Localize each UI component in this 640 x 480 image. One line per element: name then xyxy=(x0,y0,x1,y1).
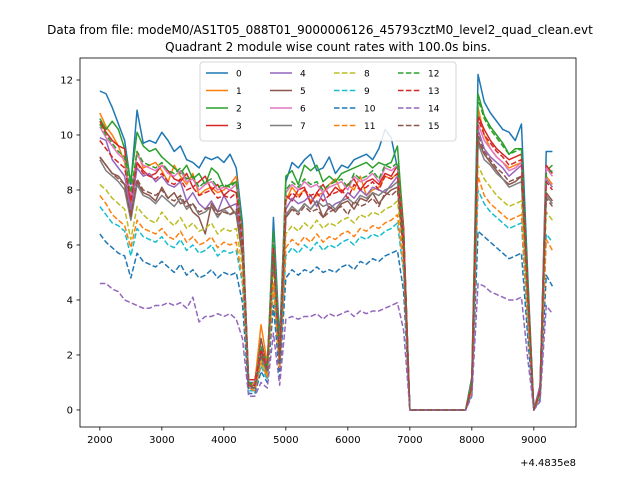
x-tick-label: 7000 xyxy=(397,435,422,446)
x-tick-label: 4000 xyxy=(211,435,236,446)
series-line-13 xyxy=(99,117,554,411)
legend-label-9: 9 xyxy=(364,87,370,97)
legend-label-4: 4 xyxy=(300,70,306,80)
y-tick-label: 10 xyxy=(60,130,73,141)
y-axis: 0 2 4 6 8 10 12 xyxy=(60,75,80,416)
y-tick-label: 6 xyxy=(67,240,73,251)
series-line-11 xyxy=(99,175,554,411)
legend-label-14: 14 xyxy=(428,105,440,115)
chart-title: Quadrant 2 module wise count rates with … xyxy=(165,40,491,54)
legend-label-5: 5 xyxy=(300,87,306,97)
legend-label-0: 0 xyxy=(236,70,242,80)
figure-suptitle: Data from file: modeM0/AS1T05_088T01_900… xyxy=(47,23,593,37)
x-axis-offset-label: +4.4835e8 xyxy=(520,458,576,469)
legend-label-15: 15 xyxy=(428,122,439,132)
x-tick-label: 2000 xyxy=(87,435,112,446)
x-tick-label: 5000 xyxy=(273,435,298,446)
y-tick-label: 0 xyxy=(67,405,73,416)
legend-label-8: 8 xyxy=(364,70,370,80)
legend-label-13: 13 xyxy=(428,87,439,97)
x-tick-label: 6000 xyxy=(335,435,360,446)
axes-frame xyxy=(79,57,577,428)
series-line-14 xyxy=(99,282,554,411)
x-tick-label: 9000 xyxy=(521,435,546,446)
y-tick-label: 2 xyxy=(67,350,73,361)
y-tick-label: 12 xyxy=(60,75,73,86)
legend-label-12: 12 xyxy=(428,70,439,80)
legend-label-11: 11 xyxy=(364,122,375,132)
legend-label-3: 3 xyxy=(236,122,242,132)
legend-label-2: 2 xyxy=(236,105,242,115)
y-tick-label: 8 xyxy=(67,185,73,196)
plot-area xyxy=(99,73,554,411)
legend-label-6: 6 xyxy=(300,105,306,115)
legend-label-10: 10 xyxy=(364,105,376,115)
series-line-9 xyxy=(99,189,554,411)
x-tick-label: 8000 xyxy=(459,435,484,446)
x-tick-label: 3000 xyxy=(149,435,174,446)
legend-label-1: 1 xyxy=(236,87,242,97)
series-line-10 xyxy=(99,230,554,411)
series-line-15 xyxy=(99,134,554,411)
x-axis: 2000 3000 4000 5000 6000 7000 8000 9000 xyxy=(87,427,547,446)
y-tick-label: 4 xyxy=(67,295,73,306)
legend-label-7: 7 xyxy=(300,122,306,132)
legend-box xyxy=(199,61,457,142)
series-line-12 xyxy=(99,98,553,411)
